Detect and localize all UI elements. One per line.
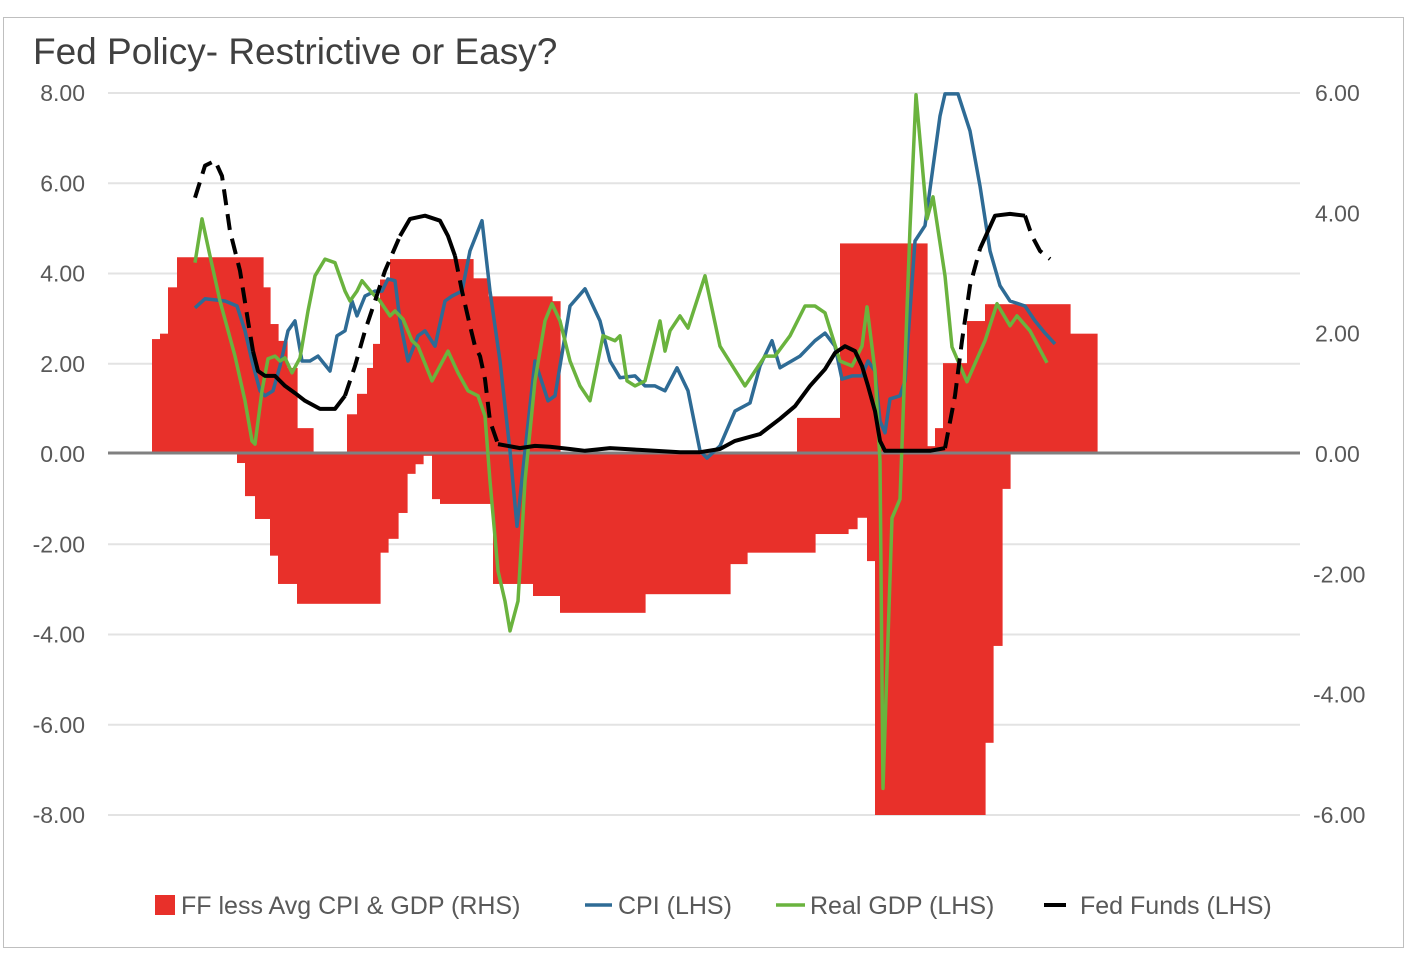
series-line — [943, 248, 982, 449]
series-lines — [193, 92, 1057, 791]
left-tick-label: -4.00 — [33, 622, 85, 648]
series-line — [453, 255, 500, 445]
series-line — [343, 235, 402, 397]
ff-less-avg-bars — [152, 243, 1098, 815]
left-tick-label: -8.00 — [33, 802, 85, 828]
ff-less-avg-bar — [560, 454, 646, 613]
ff-less-avg-bar — [1002, 454, 1011, 489]
legend-label: FF less Avg CPI & GDP (RHS) — [181, 892, 520, 920]
ff-less-avg-bar — [278, 340, 288, 454]
right-tick-label: 2.00 — [1315, 321, 1360, 347]
left-tick-label: 8.00 — [40, 80, 85, 106]
ff-less-avg-bar — [488, 296, 553, 454]
legend-label: Fed Funds (LHS) — [1080, 892, 1272, 920]
series-line — [193, 93, 1049, 791]
chart-title: Fed Policy- Restrictive or Easy? — [33, 31, 557, 72]
ff-less-avg-bar — [367, 367, 374, 454]
ff-less-avg-bar — [432, 454, 441, 500]
ff-less-avg-bar — [407, 454, 416, 474]
ff-less-avg-bar — [237, 454, 246, 464]
series-line — [398, 213, 457, 257]
ff-less-avg-bar — [287, 367, 298, 454]
ff-less-avg-bar — [967, 321, 986, 454]
ff-less-avg-bar — [160, 333, 169, 454]
left-tick-label: 4.00 — [40, 261, 85, 287]
ff-less-avg-bar — [848, 454, 858, 530]
ff-less-avg-bar — [1070, 333, 1098, 454]
right-tick-label: 4.00 — [1315, 200, 1360, 226]
ff-less-avg-bar — [347, 414, 358, 454]
legend: FF less Avg CPI & GDP (RHS) CPI (LHS) Re… — [155, 892, 1272, 920]
ff-less-avg-bar — [747, 454, 816, 553]
right-tick-label: -2.00 — [1313, 561, 1365, 587]
legend-label: Real GDP (LHS) — [810, 892, 994, 920]
chart-frame — [3, 17, 1404, 948]
ff-less-avg-bar — [797, 417, 841, 454]
series-real-gdp-lhs- — [193, 93, 1049, 791]
series-fed-funds-lhs- — [193, 158, 1052, 455]
ff-less-avg-bar — [985, 454, 994, 743]
ff-less-avg-bar — [380, 454, 389, 553]
ff-less-avg-bar — [935, 428, 944, 454]
ff-less-avg-bar — [645, 454, 731, 595]
ff-less-avg-bar — [440, 454, 494, 504]
series-line — [251, 350, 347, 411]
ff-less-avg-bar — [380, 279, 391, 454]
ff-less-avg-bar — [857, 454, 868, 518]
ff-less-avg-bar — [533, 454, 561, 596]
ff-less-avg-bar — [357, 393, 368, 454]
right-tick-label: -6.00 — [1313, 802, 1365, 828]
ff-less-avg-bar — [278, 454, 298, 584]
right-tick-label: 6.00 — [1315, 80, 1360, 106]
series-line — [193, 158, 255, 352]
ff-less-avg-bar — [993, 454, 1003, 646]
ff-less-avg-bar — [168, 287, 178, 454]
ff-less-avg-bar — [875, 454, 986, 815]
ff-less-avg-bar — [270, 454, 279, 556]
legend-item-ff-less-avg[interactable]: FF less Avg CPI & GDP (RHS) — [155, 892, 520, 920]
ff-less-avg-bar — [388, 454, 399, 539]
right-tick-label: 0.00 — [1315, 441, 1360, 467]
ff-less-avg-bar — [423, 454, 433, 456]
ff-less-avg-bar — [730, 454, 748, 565]
legend-item-cpi[interactable]: CPI (LHS) — [585, 892, 732, 920]
ff-less-avg-bar — [415, 454, 424, 465]
series-cpi-lhs- — [193, 92, 1057, 528]
ff-less-avg-bar — [152, 339, 161, 454]
left-tick-label: 6.00 — [40, 170, 85, 196]
ff-less-avg-bar — [297, 428, 314, 454]
legend-item-fed-funds[interactable]: Fed Funds (LHS) — [1044, 892, 1272, 920]
series-line — [193, 92, 1057, 528]
left-tick-label: -2.00 — [33, 531, 85, 557]
series-line — [1023, 215, 1052, 261]
ff-less-avg-bar — [867, 454, 876, 562]
ff-less-avg-bar — [297, 454, 381, 604]
series-line — [978, 211, 1026, 250]
left-axis-ticks: 8.00 6.00 4.00 2.00 0.00 -2.00 -4.00 -6.00 -8.00 — [33, 80, 85, 828]
left-tick-label: -6.00 — [33, 712, 85, 738]
ff-less-avg-bar — [398, 454, 408, 513]
legend-label: CPI (LHS) — [618, 892, 732, 920]
ff-less-avg-bar — [245, 454, 256, 497]
left-tick-label: 0.00 — [40, 441, 85, 467]
legend-item-real-gdp[interactable]: Real GDP (LHS) — [776, 892, 994, 920]
ff-less-avg-bar — [815, 454, 849, 535]
ff-less-avg-bar — [255, 454, 271, 519]
right-tick-label: -4.00 — [1313, 682, 1365, 708]
right-axis-ticks: 6.00 4.00 2.00 0.00 -2.00 -4.00 -6.00 — [1313, 80, 1365, 828]
ff-less-avg-bar — [373, 343, 381, 454]
legend-swatch-red — [155, 895, 175, 915]
left-tick-label: 2.00 — [40, 351, 85, 377]
series-line — [497, 344, 946, 455]
